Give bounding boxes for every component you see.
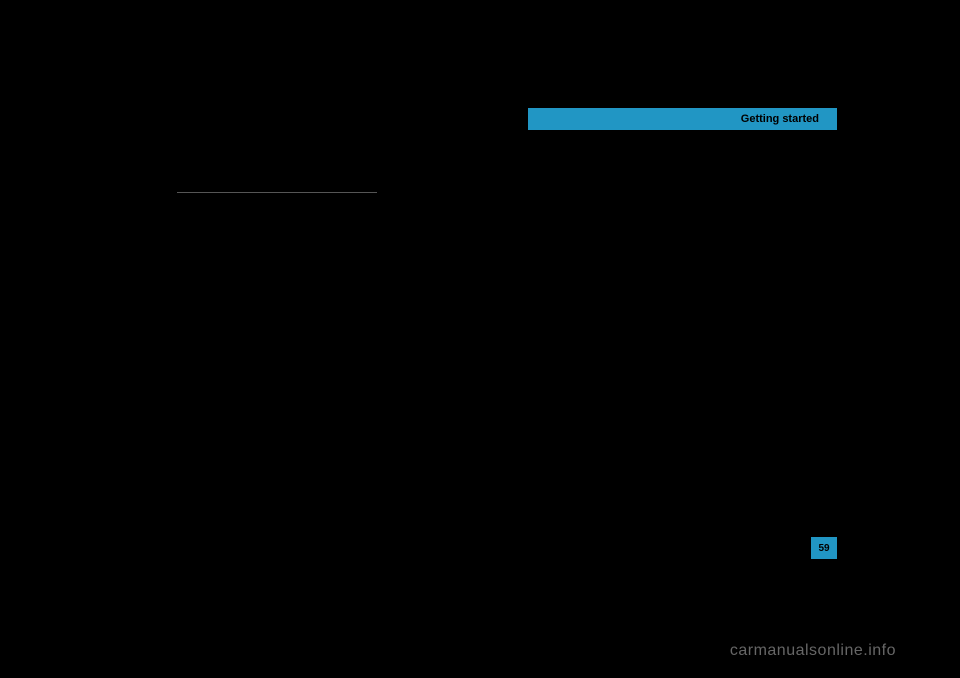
section-header-bar: Getting started bbox=[528, 108, 837, 130]
page-number-badge: 59 bbox=[811, 537, 837, 559]
watermark-text: carmanualsonline.info bbox=[730, 642, 896, 660]
content-divider bbox=[177, 192, 377, 193]
section-title: Getting started bbox=[741, 113, 819, 125]
page-number: 59 bbox=[818, 543, 829, 554]
